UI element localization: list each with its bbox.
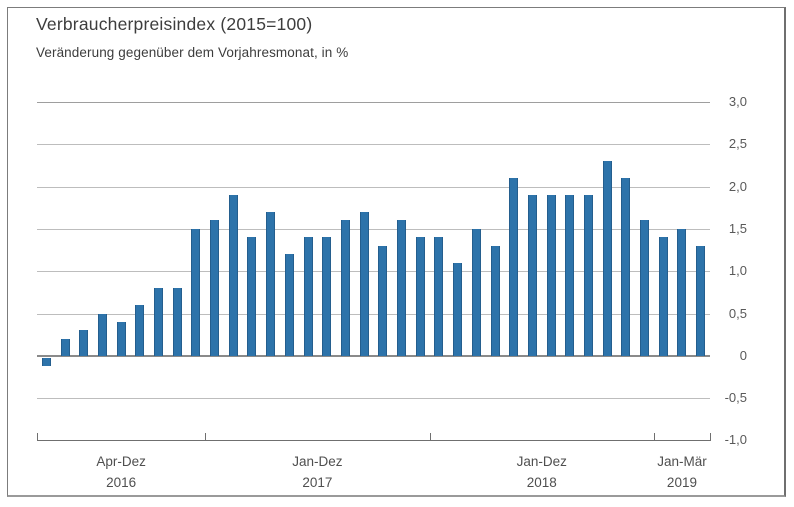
x-group-label: Jan-Dez 2018 <box>517 451 567 493</box>
y-tick-label: -0,5 <box>724 390 747 406</box>
bar <box>565 195 575 356</box>
x-group-label: Jan-Mär 2019 <box>657 451 707 493</box>
chart-title: Verbraucherpreisindex (2015=100) <box>36 14 313 34</box>
bar <box>359 211 369 356</box>
bar <box>210 220 220 356</box>
y-tick-label: 1,0 <box>728 263 747 279</box>
x-axis-tick <box>429 433 431 441</box>
bar <box>303 237 313 356</box>
bar <box>41 357 51 367</box>
gridline--0,5 <box>37 398 710 400</box>
bar <box>640 220 650 356</box>
bar <box>135 305 145 356</box>
x-axis-tick <box>710 433 711 441</box>
bar <box>340 220 350 356</box>
bar <box>154 288 163 356</box>
x-axis-tick <box>653 433 655 441</box>
chart-subtitle: Veränderung gegenüber dem Vorjahresmonat… <box>36 45 349 60</box>
y-tick-label: 0,5 <box>728 305 747 321</box>
y-tick-label: 2,0 <box>728 178 747 194</box>
bar <box>378 245 388 356</box>
bar <box>453 262 463 356</box>
bar <box>527 195 537 356</box>
bar <box>284 254 294 356</box>
gridline-2,5 <box>37 144 710 146</box>
bar <box>546 195 556 356</box>
bar <box>116 321 126 356</box>
x-group-year: 2017 <box>302 475 333 490</box>
y-tick-label: 3,0 <box>728 94 747 109</box>
bar <box>397 220 407 356</box>
x-axis-line <box>37 440 710 441</box>
x-group-range: Jan-Mär <box>657 454 707 469</box>
y-tick-label: 1,5 <box>728 220 747 236</box>
x-group-range: Apr-Dez <box>96 454 146 469</box>
bar <box>509 178 519 356</box>
x-group-year: 2019 <box>666 475 697 490</box>
bar <box>266 211 276 356</box>
x-axis-tick <box>205 433 207 441</box>
bar <box>415 237 425 356</box>
bar <box>658 237 668 356</box>
x-group-range: Jan-Dez <box>516 454 567 469</box>
bar <box>677 228 687 356</box>
x-group-range: Jan-Dez <box>292 454 343 469</box>
bar <box>434 237 444 356</box>
x-group-label: Apr-Dez 2016 <box>96 451 146 493</box>
bar <box>322 237 332 356</box>
bar <box>583 195 593 356</box>
chart-area <box>37 102 710 441</box>
bar <box>97 313 107 356</box>
y-tick-label: 0 <box>739 347 747 363</box>
bar <box>191 228 201 356</box>
x-group-label: Jan-Dez 2017 <box>292 451 342 493</box>
bar <box>696 245 706 356</box>
bar <box>228 195 238 356</box>
bar <box>602 161 612 356</box>
gridline-1,5 <box>37 228 710 230</box>
bar <box>60 338 70 356</box>
gridline-3,0 <box>37 102 710 103</box>
y-tick-label: 2,5 <box>728 136 747 152</box>
gridline-1,0 <box>37 271 710 273</box>
bar <box>247 237 257 356</box>
gridline-0,5 <box>37 313 710 315</box>
bar <box>79 330 89 356</box>
bar <box>621 178 631 356</box>
gridline-0 <box>37 354 710 357</box>
y-tick-label: -1,0 <box>724 432 747 448</box>
bar <box>471 228 481 356</box>
x-group-year: 2018 <box>526 475 557 490</box>
chart-frame <box>7 7 786 497</box>
bar <box>490 245 500 356</box>
x-group-year: 2016 <box>106 475 137 490</box>
bar <box>172 288 182 356</box>
x-axis-tick <box>37 433 38 441</box>
gridline-2,0 <box>37 186 710 188</box>
